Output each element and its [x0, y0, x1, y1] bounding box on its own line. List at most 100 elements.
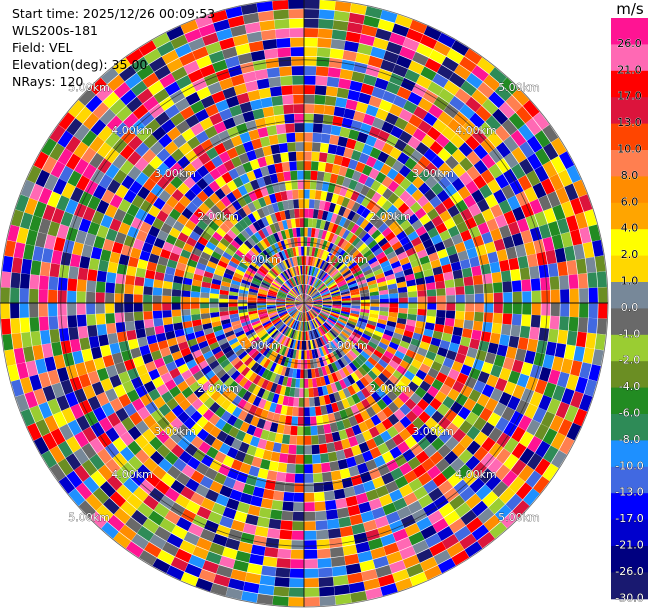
radar-ray — [10, 209, 304, 303]
radar-ray — [304, 303, 470, 566]
range-ring-label: 3.00km — [412, 167, 454, 180]
radar-ray — [304, 3, 367, 303]
colorbar-swatch — [611, 282, 648, 309]
range-ring-label: 5.00km — [498, 81, 540, 94]
radar-ray — [304, 124, 559, 303]
colorbar-tick-label: -30.0 — [615, 591, 643, 604]
nrays-text: NRays: 120 — [12, 74, 84, 89]
radar-ray — [304, 303, 442, 581]
range-ring-label: 5.00km — [498, 511, 540, 524]
range-ring-label: 2.00km — [369, 382, 411, 395]
colorbar-swatch — [611, 176, 648, 204]
instrument-text: WLS200s-181 — [12, 23, 98, 38]
colorbar-tick-label: 0.0 — [621, 301, 639, 314]
radar-ppi-plot: 1.00km 1.00km 1.00km 1.00km 2.00km 2.00km 2.00… — [0, 0, 609, 608]
radar-ray — [49, 303, 304, 482]
range-ring-label: 3.00km — [412, 425, 454, 438]
radar-ray — [68, 100, 304, 303]
colorbar-unit-label: m/s — [616, 0, 644, 18]
radar-ray — [78, 88, 304, 303]
radar-ray — [68, 303, 304, 506]
radar-ray — [58, 112, 304, 303]
radar-ray — [240, 3, 304, 303]
colorbar-swatch — [611, 572, 648, 600]
colorbar-swatch — [611, 229, 648, 257]
radar-ray — [304, 9, 398, 303]
range-ring-label: 4.00km — [455, 124, 497, 137]
radar-ray — [4, 240, 304, 303]
colorbar-swatch — [611, 44, 648, 72]
radar-ray — [304, 303, 606, 351]
radar-ray — [304, 303, 336, 606]
radar-ray — [304, 6, 383, 303]
radar-ray — [304, 40, 469, 303]
radar-ray — [0, 287, 304, 303]
range-ring-label: 2.00km — [197, 210, 239, 223]
radar-ray — [272, 0, 304, 303]
radar-ray — [20, 303, 304, 427]
colorbar-swatch — [611, 361, 648, 389]
radar-ray — [304, 88, 530, 303]
radar-ray — [101, 303, 304, 539]
colorbar-swatch — [611, 202, 648, 230]
radar-ray — [304, 303, 519, 529]
start-time-text: Start time: 2025/12/26 00:09:53 — [12, 6, 216, 21]
radar-ray — [272, 303, 304, 606]
radar-ray — [166, 303, 304, 581]
radar-ray — [195, 14, 304, 303]
radar-ray — [304, 77, 519, 303]
colorbar-tick-label: -2.0 — [619, 354, 640, 367]
range-ring-label: 5.00km — [68, 81, 110, 94]
radar-ray — [89, 303, 304, 529]
radar-ray — [304, 303, 575, 455]
radar-ray — [304, 303, 588, 427]
radar-ray — [125, 48, 304, 303]
radar-ray — [7, 303, 304, 382]
colorbar-tick-label: 10.0 — [617, 143, 642, 156]
radar-ray — [304, 194, 593, 303]
radar-ray — [304, 57, 495, 303]
radar-ray — [225, 303, 304, 600]
radar-ray — [304, 303, 593, 412]
radar-ray — [304, 303, 559, 482]
colorbar-tick-label: 17.0 — [617, 90, 642, 103]
colorbar-swatch — [611, 97, 648, 125]
radar-ray — [304, 303, 483, 558]
radar-ray — [78, 303, 304, 518]
radar-ray — [304, 303, 604, 366]
radar-ray — [113, 57, 304, 303]
radar-ray — [180, 19, 304, 303]
colorbar-tick-label: -8.0 — [619, 433, 640, 446]
radar-ray — [304, 303, 320, 607]
colorbar-tick-label: -4.0 — [619, 380, 640, 393]
radar-ray — [89, 77, 304, 303]
colorbar-swatch — [611, 519, 648, 547]
range-ring-label: 4.00km — [111, 468, 153, 481]
radar-ray — [304, 303, 398, 596]
radar-ray — [11, 303, 304, 397]
colorbar-tick-label: -10.0 — [615, 459, 643, 472]
radar-ray — [304, 0, 320, 303]
colorbar-swatch — [611, 387, 648, 415]
radar-ray — [304, 48, 483, 303]
radar-ray — [41, 303, 304, 469]
colorbar-swatch — [611, 493, 648, 521]
range-ring-label: 3.00km — [154, 167, 196, 180]
radar-ray — [304, 303, 607, 335]
radar-ray — [304, 303, 495, 549]
colorbar-tick-label: -6.0 — [619, 407, 640, 420]
radar-ray — [241, 303, 304, 603]
radar-ray — [7, 224, 304, 303]
range-ring-label: 4.00km — [455, 468, 497, 481]
range-ring-label: 2.00km — [369, 210, 411, 223]
radar-ray — [304, 239, 604, 303]
radar-ray — [15, 194, 304, 303]
radar-ray — [304, 25, 442, 303]
colorbar-tick-label: -26.0 — [615, 565, 643, 578]
range-ring-label: 5.00km — [68, 511, 110, 524]
colorbar-swatch — [611, 255, 648, 283]
radar-ray — [58, 303, 304, 494]
radar-ray — [210, 10, 304, 303]
radar-ray — [304, 303, 582, 441]
radar-ray — [304, 303, 550, 494]
